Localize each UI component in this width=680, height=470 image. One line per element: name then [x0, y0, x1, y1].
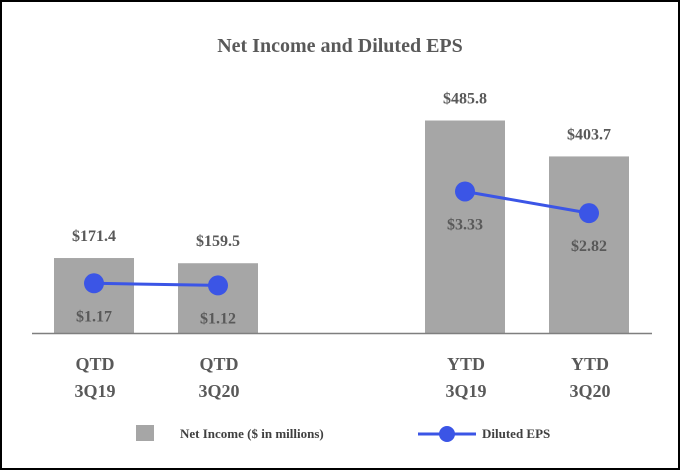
eps-marker-1: [208, 275, 228, 296]
bar-value-label-1: $159.5: [196, 233, 240, 250]
chart-title: Net Income and Diluted EPS: [217, 35, 463, 57]
eps-value-label-0: $1.17: [76, 308, 112, 325]
x-tick-label-2-0: YTD: [447, 354, 485, 374]
bar-value-label-3: $403.7: [567, 126, 611, 143]
eps-value-label-2: $3.33: [447, 216, 483, 233]
eps-marker-3: [579, 203, 599, 224]
eps-lines-layer: [93, 189, 590, 287]
legend-net-income-label: Net Income ($ in millions): [180, 426, 324, 441]
eps-value-label-1: $1.12: [200, 310, 236, 327]
bars-layer: [54, 120, 629, 333]
eps-marker-0: [84, 273, 104, 294]
eps-value-label-3: $2.82: [571, 238, 607, 255]
legend: Net Income ($ in millions) Diluted EPS: [136, 425, 550, 442]
x-tick-label-3-1: 3Q20: [569, 381, 610, 401]
legend-eps-marker: [439, 426, 455, 442]
eps-markers-layer: [84, 181, 599, 296]
bar-value-label-0: $171.4: [72, 228, 116, 245]
data-labels-layer: $171.4 $159.5 $485.8 $403.7 $1.17 $1.12 $3.33 $…: [72, 91, 611, 328]
x-tick-label-1-0: QTD: [199, 354, 238, 374]
bar-2: [425, 120, 505, 333]
bar-value-label-2: $485.8: [443, 91, 487, 108]
bar-0: [54, 258, 134, 333]
x-tick-label-2-1: 3Q19: [445, 381, 486, 401]
x-tick-label-0-1: 3Q19: [74, 381, 115, 401]
x-tick-label-0-0: QTD: [75, 354, 114, 374]
legend-bar-swatch: [136, 425, 154, 441]
eps-line-segment-1: [464, 189, 590, 215]
bar-1: [178, 263, 258, 333]
eps-line-segment-0: [93, 281, 219, 287]
eps-marker-2: [455, 181, 475, 202]
category-labels-layer: QTD 3Q19 QTD 3Q20 YTD 3Q19 YTD 3Q20: [74, 354, 610, 401]
bar-3: [549, 156, 629, 333]
x-tick-label-1-1: 3Q20: [198, 381, 239, 401]
x-tick-label-3-0: YTD: [571, 354, 609, 374]
legend-eps-label: Diluted EPS: [482, 426, 550, 441]
